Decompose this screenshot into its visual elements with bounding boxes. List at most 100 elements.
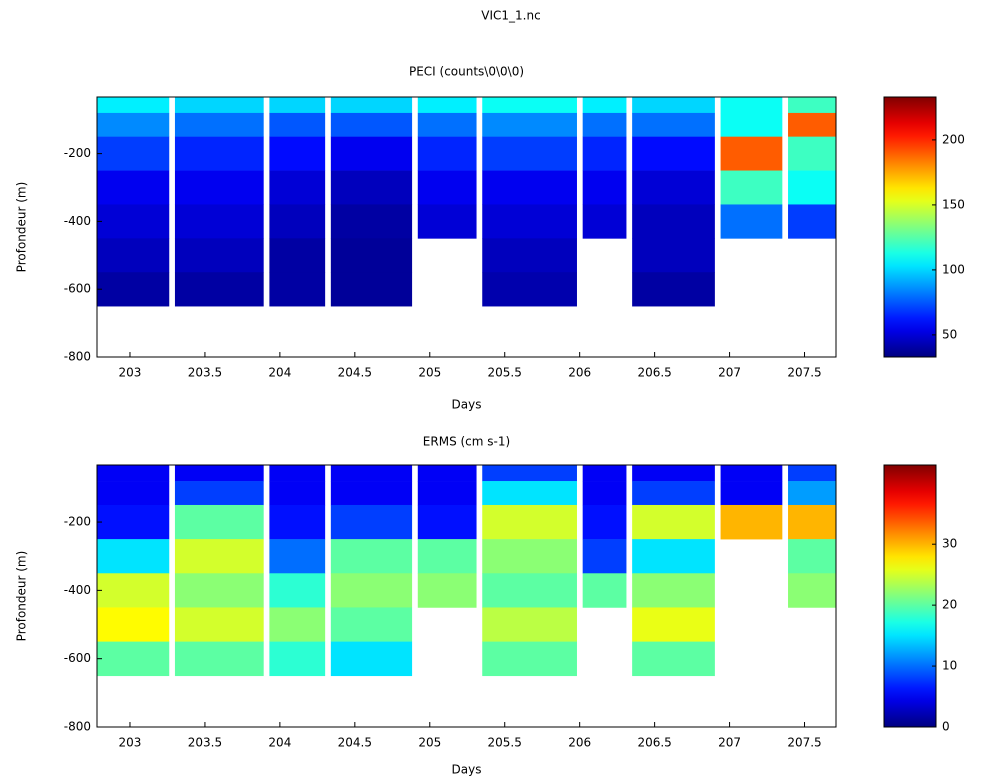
heatmap-cell [174,465,264,482]
x-tick-label: 203 [119,366,142,380]
figure-title: VIC1_1.nc [481,9,540,23]
heatmap-cell [174,204,264,239]
heatmap-cell [632,504,715,540]
heatmap-cell [788,539,837,574]
heatmap-cell [582,204,627,239]
heatmap-cell [632,238,715,273]
heatmap-cell [330,504,413,540]
heatmap-cell [330,112,413,137]
heatmap-cell [97,238,170,273]
heatmap-cell [582,136,627,171]
heatmap-cell [417,465,477,482]
x-tick-label: 206.5 [637,736,671,750]
heatmap-cell [417,573,477,608]
x-tick-label: 207.5 [787,736,821,750]
heatmap-cell [788,481,837,506]
colorbar-tick-label: 10 [942,659,957,673]
heatmap-cell [174,573,264,608]
x-tick-label: 205 [418,736,441,750]
x-tick-label: 207 [718,366,741,380]
x-tick-label: 204 [268,366,291,380]
heatmap-cell [417,504,477,540]
heatmap-cell [632,272,715,307]
colorbar-tick-label: 30 [942,537,957,551]
heatmap-cell [330,573,413,608]
heatmap-cell [269,539,326,574]
heatmap-cell [788,170,837,205]
heatmap-cell [417,539,477,574]
heatmap-cell [174,481,264,506]
x-tick-label: 207 [718,736,741,750]
heatmap-cell [482,481,577,506]
x-axis-label: Days [452,763,482,777]
heatmap-cell [417,136,477,171]
colorbar-tick-label: 200 [942,132,965,146]
heatmap-cell [632,641,715,677]
x-tick-label: 203 [119,736,142,750]
heatmap-cell [330,204,413,239]
y-axis-label: Profondeur (m) [15,551,29,642]
heatmap-cell [269,465,326,482]
heatmap-cell [788,504,837,540]
axes-box [96,464,837,728]
heatmap-cell [482,465,577,482]
x-tick-label: 205 [418,366,441,380]
heatmap-cell [788,465,837,482]
x-tick-label: 204.5 [338,366,372,380]
heatmap-cell [720,204,783,239]
heatmap-cell [330,607,413,642]
y-tick-label: -800 [64,720,91,734]
heatmap-cell [269,607,326,642]
heatmap-cell [632,112,715,137]
heatmap-cell [720,481,783,506]
heatmap-cell [97,204,170,239]
heatmap-cell [482,238,577,273]
heatmap-cell [330,641,413,677]
heatmap-cell [269,238,326,273]
heatmap-cell [174,641,264,677]
heatmap-cell [174,238,264,273]
heatmap-cell [632,481,715,506]
heatmap-cell [482,641,577,677]
x-tick-label: 203.5 [188,366,222,380]
heatmap-cell [174,272,264,307]
heatmap-cell [330,170,413,205]
heatmap-cell [97,607,170,642]
y-tick-label: -800 [64,350,91,364]
y-tick-label: -400 [64,214,91,228]
heatmap-cell [97,136,170,171]
heatmap-cell [174,112,264,137]
heatmap-cell [482,112,577,137]
heatmap-cell [632,465,715,482]
heatmap-cell [482,573,577,608]
heatmap-cell [269,641,326,677]
heatmap-cell [582,504,627,540]
heatmap-cell [97,465,170,482]
heatmap-cell [482,272,577,307]
colorbar-tick-label: 50 [942,327,957,341]
heatmap-cell [632,573,715,608]
colorbar-tick-label: 100 [942,262,965,276]
heatmap-cell [269,272,326,307]
colorbar-tick-label: 150 [942,197,965,211]
heatmap-cell [174,97,264,114]
heatmap-cell [482,170,577,205]
heatmap-cell [97,97,170,114]
heatmap-cell [97,272,170,307]
y-axis-label: Profondeur (m) [15,182,29,273]
heatmap-cell [582,573,627,608]
heatmap-cell [720,97,783,114]
heatmap-cell [269,573,326,608]
x-tick-label: 206.5 [637,366,671,380]
heatmap-cell [417,170,477,205]
y-tick-label: -400 [64,583,91,597]
heatmap-cell [330,481,413,506]
heatmap-cell [417,481,477,506]
heatmap-cell [788,136,837,171]
heatmap-cell [97,504,170,540]
heatmap-cell [269,170,326,205]
heatmap-cell [788,112,837,137]
x-tick-label: 204.5 [338,736,372,750]
y-tick-label: -200 [64,515,91,529]
heatmap-cell [269,204,326,239]
